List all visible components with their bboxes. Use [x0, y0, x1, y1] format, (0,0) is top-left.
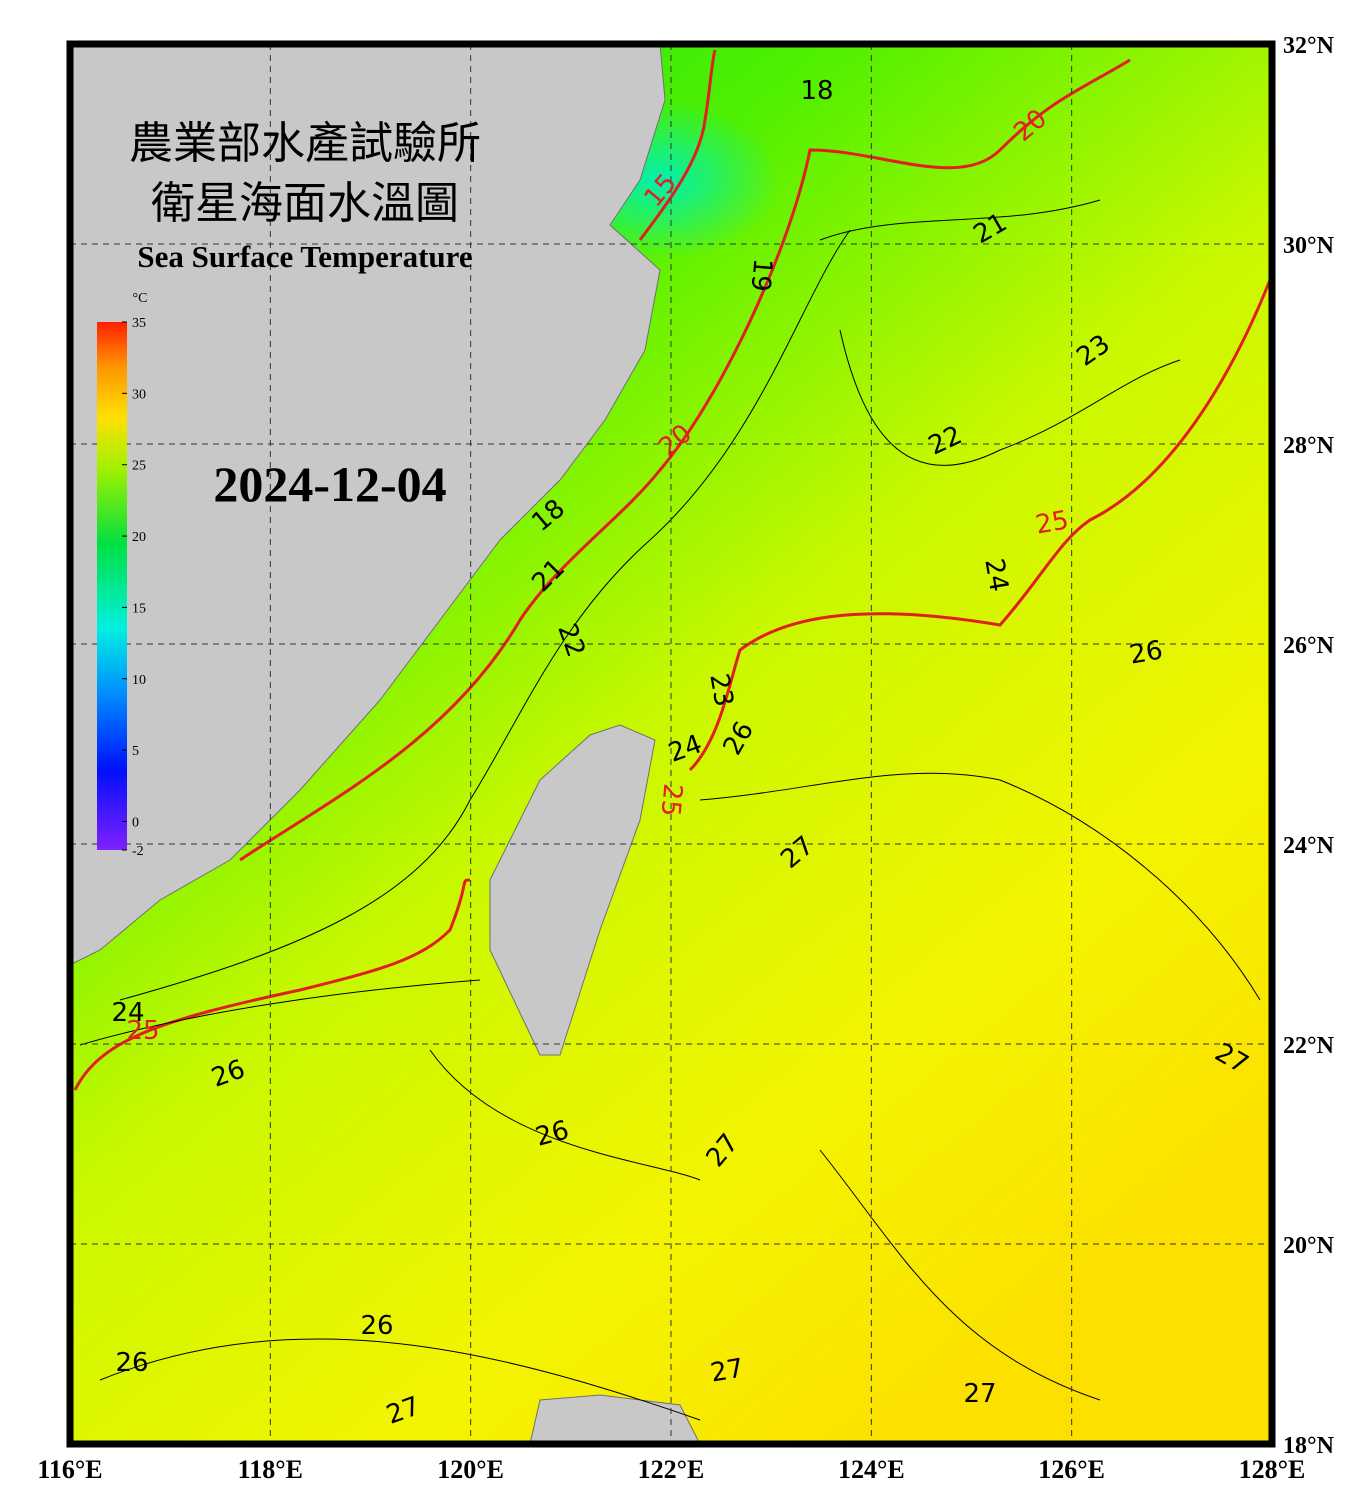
colorbar-tick-label: 10 — [132, 673, 146, 688]
colorbar-tick-label: 25 — [132, 459, 146, 474]
x-tick-label: 120°E — [437, 1455, 504, 1484]
colorbar-tick-label: -2 — [132, 844, 144, 859]
x-tick-label: 118°E — [238, 1455, 303, 1484]
colorbar-tick-label: 20 — [132, 530, 146, 545]
y-tick-label: 32°N — [1283, 33, 1335, 59]
isotherm-thin — [79, 199, 1261, 1421]
contour-label: 26 — [115, 1348, 148, 1378]
land-china — [69, 43, 666, 966]
y-tick-label: 22°N — [1283, 1033, 1335, 1059]
colorbar-tick-label: 5 — [132, 744, 139, 759]
contour-label: 24 — [111, 998, 144, 1028]
title-en: Sea Surface Temperature — [137, 239, 472, 274]
contour-label: 25 — [126, 1016, 159, 1046]
contour-label: 26 — [360, 1311, 393, 1341]
contour-label: 25 — [1033, 505, 1071, 540]
y-tick-label: 30°N — [1283, 233, 1335, 259]
colorbar-tick-label: 30 — [132, 387, 146, 402]
land-taiwan — [489, 724, 656, 1056]
title-zh-2: 衛星海面水溫圖 — [151, 179, 459, 228]
title-zh-1: 農業部水產試驗所 — [129, 119, 481, 168]
contour-label: 26 — [1127, 635, 1165, 670]
contour-label: 27 — [708, 1353, 746, 1388]
contour-label: 18 — [800, 76, 833, 106]
x-tick-label: 116°E — [37, 1455, 102, 1484]
contour-label: 25 — [655, 782, 688, 818]
colorbar — [97, 322, 127, 850]
colorbar-tick-label: 0 — [132, 815, 139, 830]
contour-label: 27 — [963, 1379, 996, 1409]
colorbar-unit: °C — [133, 291, 148, 306]
x-tick-label: 122°E — [638, 1455, 705, 1484]
isotherm-15 — [638, 49, 717, 241]
contour-label: 19 — [745, 257, 778, 293]
map-frame — [66, 40, 1276, 1448]
date: 2024-12-04 — [213, 456, 446, 512]
y-tick-label: 18°N — [1283, 1433, 1335, 1459]
colorbar-tick-label: 35 — [132, 316, 146, 331]
x-tick-label: 126°E — [1038, 1455, 1105, 1484]
x-tick-label: 124°E — [838, 1455, 905, 1484]
contour-label: 23 — [703, 671, 738, 709]
contour-label: 24 — [978, 556, 1013, 594]
y-tick-label: 24°N — [1283, 833, 1335, 859]
isotherm-20 — [239, 58, 1131, 862]
x-tick-label: 128°E — [1239, 1455, 1306, 1484]
y-tick-label: 28°N — [1283, 433, 1335, 459]
y-tick-label: 26°N — [1283, 633, 1335, 659]
colorbar-tick-label: 15 — [132, 601, 146, 616]
y-tick-label: 20°N — [1283, 1233, 1335, 1259]
isotherm-25 — [73, 279, 1272, 1091]
